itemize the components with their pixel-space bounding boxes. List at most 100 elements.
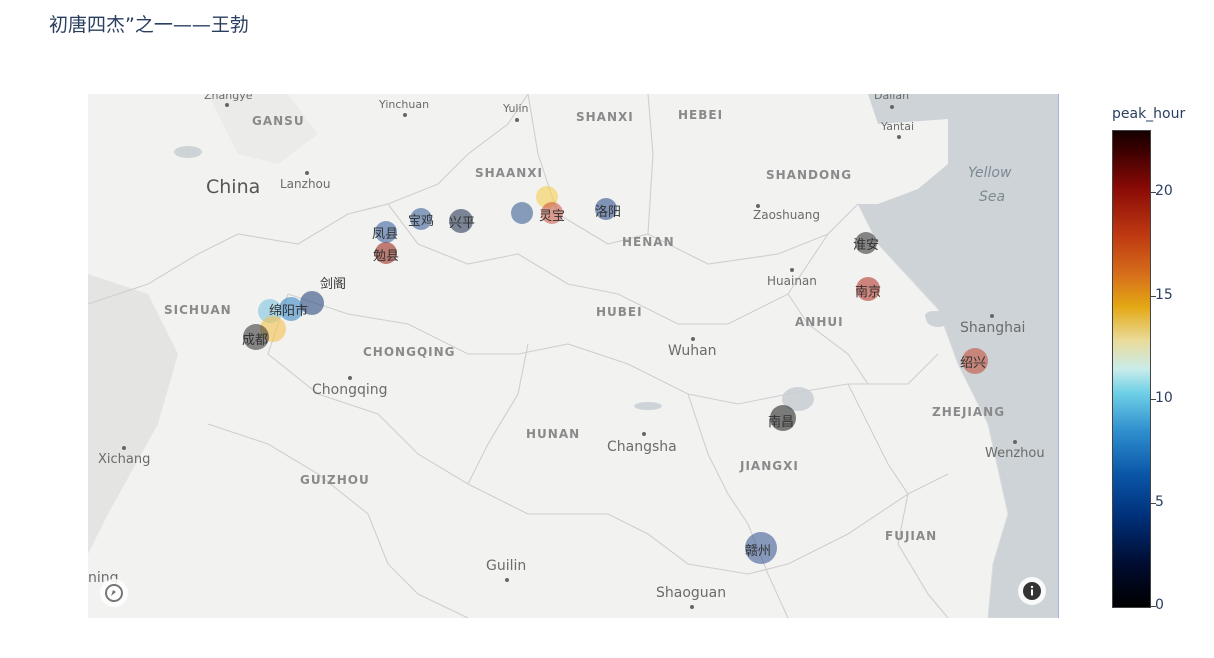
colorbar-tick-label: 20 [1155, 183, 1173, 199]
place-label: 成都 [242, 333, 269, 348]
city-dot [691, 337, 695, 341]
place-label: 灵宝 [539, 209, 566, 224]
city-label: Shaoguan [656, 585, 727, 601]
city-label: Yinchuan [379, 98, 430, 111]
city-label: Huainan [767, 274, 817, 288]
border [847, 383, 949, 618]
province-label: FUJIAN [885, 529, 938, 543]
place-label: 兴平 [449, 216, 476, 231]
marker[interactable] [856, 277, 880, 301]
mapbox-logo-icon[interactable] [100, 579, 128, 607]
place-label: 南昌 [768, 415, 795, 430]
city-label: Wuhan [668, 343, 717, 359]
city-dot [642, 432, 646, 436]
city-label: Lanzhou [280, 177, 331, 191]
sea-area [858, 94, 1059, 618]
province-label: SHANDONG [766, 168, 853, 182]
province-label: SICHUAN [164, 303, 232, 317]
province-label: JIANGXI [740, 459, 799, 473]
city-dot [756, 204, 760, 208]
coast-east [857, 203, 1059, 618]
markers-layer [88, 94, 1059, 618]
province-label: HUBEI [596, 305, 643, 319]
city-dot [505, 578, 509, 582]
colorbar-tick-label: 10 [1155, 390, 1173, 406]
lake [782, 387, 814, 411]
city-dot [890, 105, 894, 109]
place-label: 绵阳市 [269, 304, 309, 319]
place-label: 赣州 [745, 544, 772, 559]
province-label: ZHEJIANG [932, 405, 1006, 419]
city-label: Xichang [98, 452, 151, 467]
marker[interactable] [745, 532, 777, 564]
border [687, 393, 789, 618]
marker[interactable] [770, 405, 796, 431]
colorbar-tick [1150, 192, 1156, 193]
city-label: Zhangye [204, 94, 253, 102]
marker[interactable] [595, 198, 617, 220]
info-icon[interactable] [1018, 577, 1046, 605]
border [267, 293, 949, 575]
place-label: 勉县 [373, 249, 400, 264]
city-label: Yantai [881, 120, 915, 133]
marker[interactable] [243, 324, 269, 350]
province-label: HENAN [622, 235, 675, 249]
country-label: China [206, 176, 261, 198]
province-label: HUNAN [526, 427, 581, 441]
map-border [1058, 94, 1059, 618]
lake [174, 146, 202, 158]
province-label: CHONGQING [363, 345, 456, 359]
city-dot [1013, 440, 1017, 444]
sea-label: Yellow [968, 165, 1012, 181]
border [387, 203, 829, 325]
city-dot [790, 268, 794, 272]
place-label: 剑阁 [320, 277, 347, 292]
colorbar-title: peak_hour [1112, 106, 1186, 122]
marker[interactable] [300, 291, 324, 315]
map-view[interactable]: GANSU SHANXI HEBEI SHAANXI SHANDONG HENA… [88, 94, 1059, 618]
chart-title: 初唐四杰”之一——王勃 [49, 14, 249, 36]
marker[interactable] [855, 232, 877, 254]
city-dot [122, 446, 126, 450]
city-label: Yulin [503, 102, 529, 115]
city-label: Dalian [874, 94, 910, 102]
colorbar-tick-label: 5 [1155, 494, 1164, 510]
city-dot [897, 135, 901, 139]
border [207, 423, 469, 618]
place-label: 绍兴 [960, 356, 987, 371]
province-label: GANSU [252, 114, 305, 128]
place-label: 南京 [855, 285, 882, 300]
marker[interactable] [449, 209, 473, 233]
city-label: Changsha [607, 439, 677, 455]
city-label: Chongqing [312, 382, 388, 398]
colorbar-tick-label: 0 [1155, 597, 1164, 613]
terrain [208, 94, 318, 164]
city-label: Wenzhou [985, 446, 1045, 461]
marker[interactable] [375, 221, 397, 243]
province-label: SHANXI [576, 110, 634, 124]
marker[interactable] [375, 242, 397, 264]
marker[interactable] [511, 202, 533, 224]
city-dot [348, 376, 352, 380]
city-dot [515, 118, 519, 122]
border [787, 293, 869, 385]
city-label: Shanghai [960, 320, 1026, 336]
city-dot [305, 171, 309, 175]
marker[interactable] [410, 208, 432, 230]
marker[interactable] [279, 297, 303, 321]
marker[interactable] [541, 202, 563, 224]
marker-labels: 宝鸡 兴平 凤县 勉县 灵宝 洛阳 淮安 南京 剑阁 绵阳市 成都 绍兴 南昌 … [88, 94, 1059, 618]
lake [634, 402, 662, 410]
city-dot [990, 314, 994, 318]
province-label: SHAANXI [475, 166, 544, 180]
city-dot [690, 605, 694, 609]
place-label: 凤县 [372, 227, 399, 242]
colorbar-tick [1150, 606, 1156, 607]
colorbar-tick [1150, 296, 1156, 297]
basemap [88, 94, 1059, 618]
border [467, 343, 529, 485]
marker[interactable] [962, 348, 988, 374]
place-label: 宝鸡 [408, 214, 435, 229]
basemap-labels: GANSU SHANXI HEBEI SHAANXI SHANDONG HENA… [88, 94, 1059, 618]
province-label: GUIZHOU [300, 473, 370, 487]
